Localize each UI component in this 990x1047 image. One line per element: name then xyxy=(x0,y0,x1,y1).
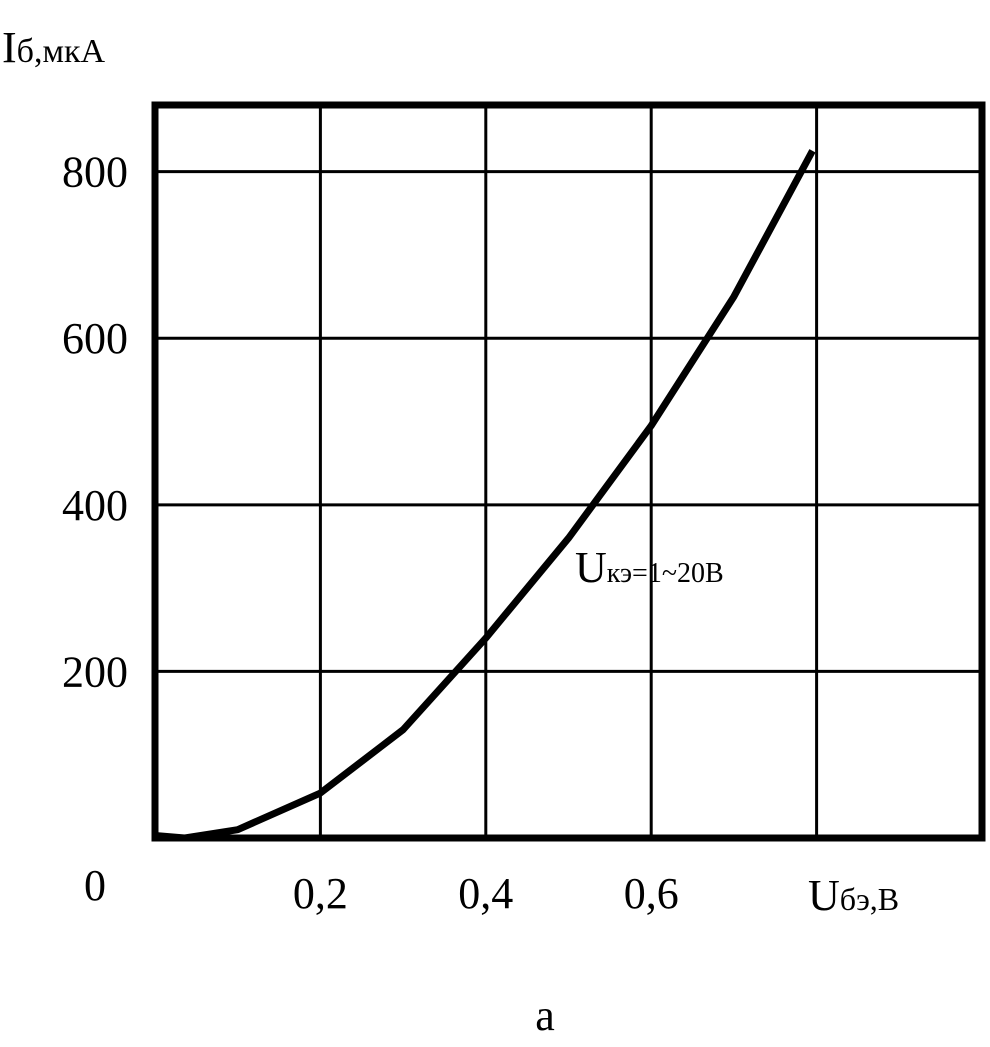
plot-frame xyxy=(151,101,986,842)
x-tick-label: 0,4 xyxy=(458,869,513,918)
y-tick-label: 600 xyxy=(62,314,128,363)
annotation: Uкэ=1~20В xyxy=(575,543,724,592)
y-tick-label: 0 xyxy=(84,861,106,910)
y-axis-label: Iб,мкА xyxy=(2,23,105,72)
x-axis-label-main: U xyxy=(808,871,840,920)
curve xyxy=(154,149,816,842)
y-tick-label: 400 xyxy=(62,481,128,530)
x-axis-label-sub: бэ,В xyxy=(840,881,899,917)
y-tick-label: 800 xyxy=(62,148,128,197)
annotation-sub: кэ=1~20В xyxy=(607,558,724,589)
annotation-main: U xyxy=(575,543,607,592)
caption: а xyxy=(535,991,555,1040)
y-axis-label-main: I xyxy=(2,23,17,72)
x-tick-label: 0,2 xyxy=(293,869,348,918)
x-tick-label: 0,6 xyxy=(624,869,679,918)
y-tick-label: 200 xyxy=(62,647,128,696)
y-axis-label-sub: б,мкА xyxy=(17,33,106,70)
x-axis-label: Uбэ,В xyxy=(808,871,899,920)
